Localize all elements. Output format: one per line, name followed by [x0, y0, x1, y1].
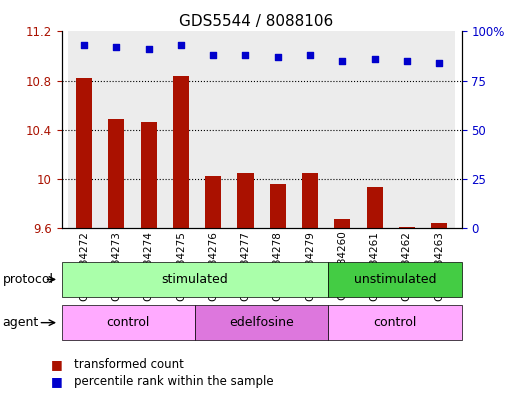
- Bar: [359, 31, 391, 228]
- Bar: [294, 31, 326, 228]
- Point: [338, 58, 346, 64]
- Bar: [270, 184, 286, 228]
- Point: [403, 58, 411, 64]
- Bar: [238, 173, 253, 228]
- Bar: [100, 31, 132, 228]
- Point: [209, 52, 218, 58]
- Bar: [205, 176, 221, 228]
- Bar: [141, 122, 157, 228]
- Bar: [76, 78, 92, 228]
- Text: ■: ■: [51, 358, 63, 371]
- Text: percentile rank within the sample: percentile rank within the sample: [74, 375, 274, 388]
- Text: stimulated: stimulated: [162, 273, 228, 286]
- Text: unstimulated: unstimulated: [354, 273, 436, 286]
- Text: GDS5544 / 8088106: GDS5544 / 8088106: [180, 14, 333, 29]
- Bar: [68, 31, 100, 228]
- Point: [242, 52, 250, 58]
- Bar: [431, 223, 447, 228]
- Bar: [334, 219, 350, 228]
- Bar: [302, 173, 318, 228]
- Text: ■: ■: [51, 375, 63, 388]
- Bar: [229, 31, 262, 228]
- Bar: [366, 187, 383, 228]
- Point: [80, 42, 88, 48]
- Bar: [165, 31, 197, 228]
- Bar: [173, 75, 189, 228]
- Text: agent: agent: [3, 316, 39, 329]
- Point: [145, 46, 153, 52]
- Point: [370, 56, 379, 62]
- Bar: [262, 31, 294, 228]
- Bar: [399, 227, 415, 228]
- Text: control: control: [107, 316, 150, 329]
- Point: [112, 44, 121, 50]
- Text: control: control: [373, 316, 417, 329]
- Point: [435, 60, 443, 66]
- Bar: [423, 31, 455, 228]
- Text: protocol: protocol: [3, 273, 53, 286]
- Text: transformed count: transformed count: [74, 358, 184, 371]
- Text: edelfosine: edelfosine: [229, 316, 294, 329]
- Bar: [326, 31, 359, 228]
- Bar: [391, 31, 423, 228]
- Bar: [108, 119, 125, 228]
- Point: [177, 42, 185, 48]
- Bar: [132, 31, 165, 228]
- Point: [306, 52, 314, 58]
- Bar: [197, 31, 229, 228]
- Point: [273, 54, 282, 60]
